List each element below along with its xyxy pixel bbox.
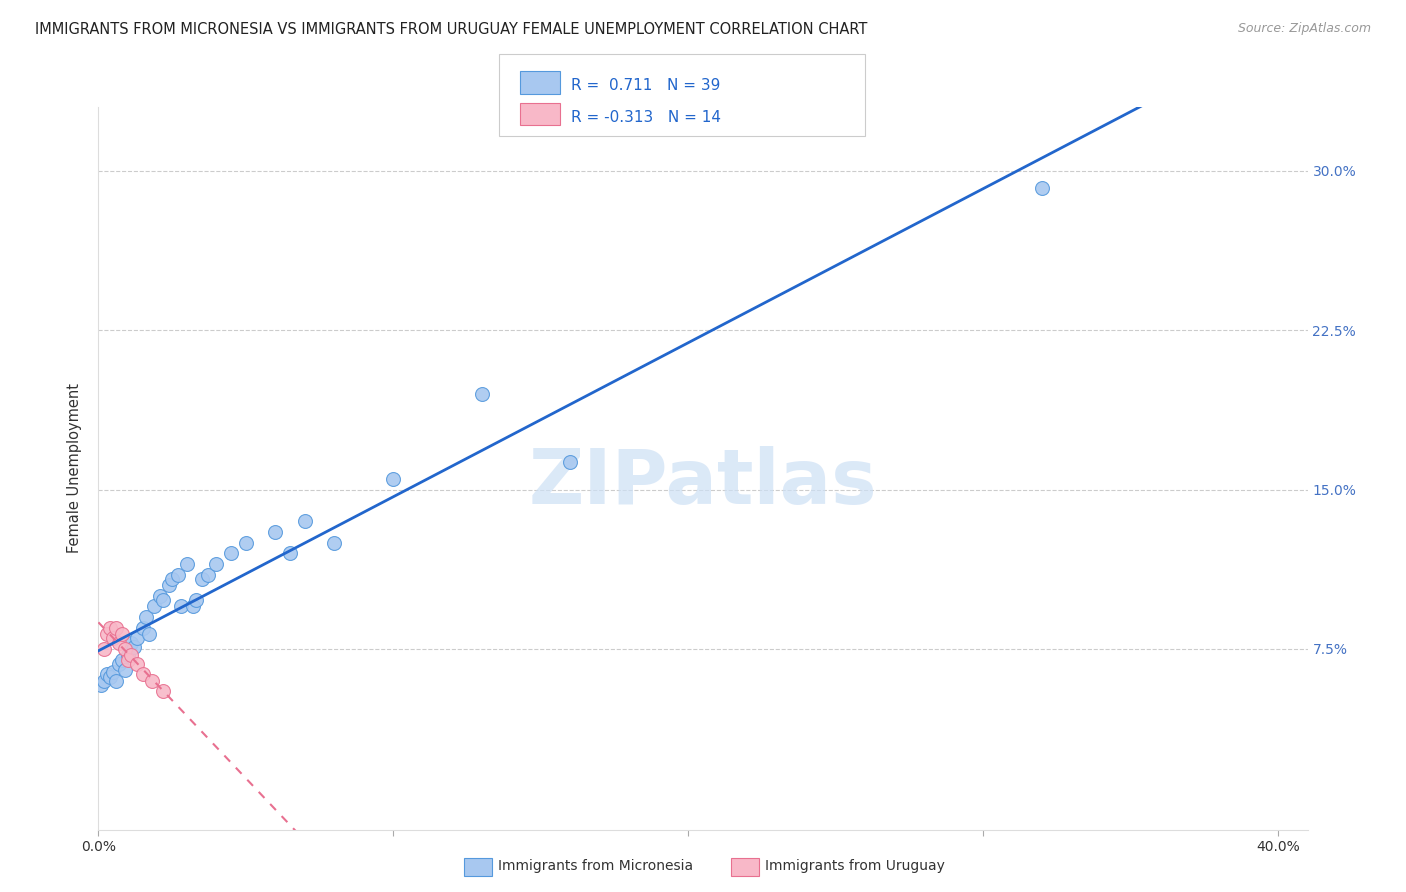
Point [235, 535, 257, 549]
Point [108, 635, 131, 649]
Point [131, 621, 153, 635]
Point [131, 667, 153, 681]
Point [114, 642, 136, 657]
Point [170, 599, 193, 614]
Point [114, 663, 136, 677]
Point [197, 567, 219, 582]
Point [278, 546, 301, 560]
Point [111, 627, 134, 641]
Point [120, 635, 142, 649]
Point [205, 557, 228, 571]
Point [108, 657, 131, 671]
Point [98, 621, 121, 635]
Y-axis label: Female Unemployment: Female Unemployment [67, 384, 83, 553]
Point [294, 515, 316, 529]
Point [152, 593, 174, 607]
Point [98, 669, 121, 683]
Point [157, 578, 180, 592]
Text: Immigrants from Uruguay: Immigrants from Uruguay [765, 859, 945, 873]
Text: Immigrants from Micronesia: Immigrants from Micronesia [498, 859, 693, 873]
Point [382, 472, 405, 486]
Point [117, 652, 139, 666]
Point [135, 610, 157, 624]
Point [141, 673, 163, 688]
Point [93, 673, 115, 688]
Text: IMMIGRANTS FROM MICRONESIA VS IMMIGRANTS FROM URUGUAY FEMALE UNEMPLOYMENT CORREL: IMMIGRANTS FROM MICRONESIA VS IMMIGRANTS… [35, 22, 868, 37]
Point [152, 684, 174, 698]
Point [149, 589, 172, 603]
Point [96, 627, 118, 641]
Point [1031, 181, 1053, 195]
Point [93, 642, 115, 657]
Point [181, 599, 204, 614]
Point [101, 665, 124, 680]
Point [323, 535, 346, 549]
Point [105, 673, 128, 688]
Point [101, 632, 124, 646]
Text: Source: ZipAtlas.com: Source: ZipAtlas.com [1237, 22, 1371, 36]
Point [96, 667, 118, 681]
Point [105, 621, 128, 635]
Point [111, 652, 134, 666]
Point [117, 648, 139, 663]
Point [190, 572, 212, 586]
Point [219, 546, 242, 560]
Point [138, 627, 160, 641]
Point [160, 572, 183, 586]
Point [560, 455, 582, 469]
Text: R =  0.711   N = 39: R = 0.711 N = 39 [571, 78, 720, 94]
Point [471, 387, 494, 401]
Point [167, 567, 190, 582]
Point [90, 678, 112, 692]
Point [184, 593, 207, 607]
Point [176, 557, 198, 571]
Text: R = -0.313   N = 14: R = -0.313 N = 14 [571, 110, 721, 125]
Point [125, 632, 148, 646]
Point [125, 657, 148, 671]
Text: ZIPatlas: ZIPatlas [529, 446, 877, 520]
Point [264, 524, 287, 539]
Point [122, 640, 145, 654]
Point [120, 648, 142, 663]
Point [143, 599, 166, 614]
